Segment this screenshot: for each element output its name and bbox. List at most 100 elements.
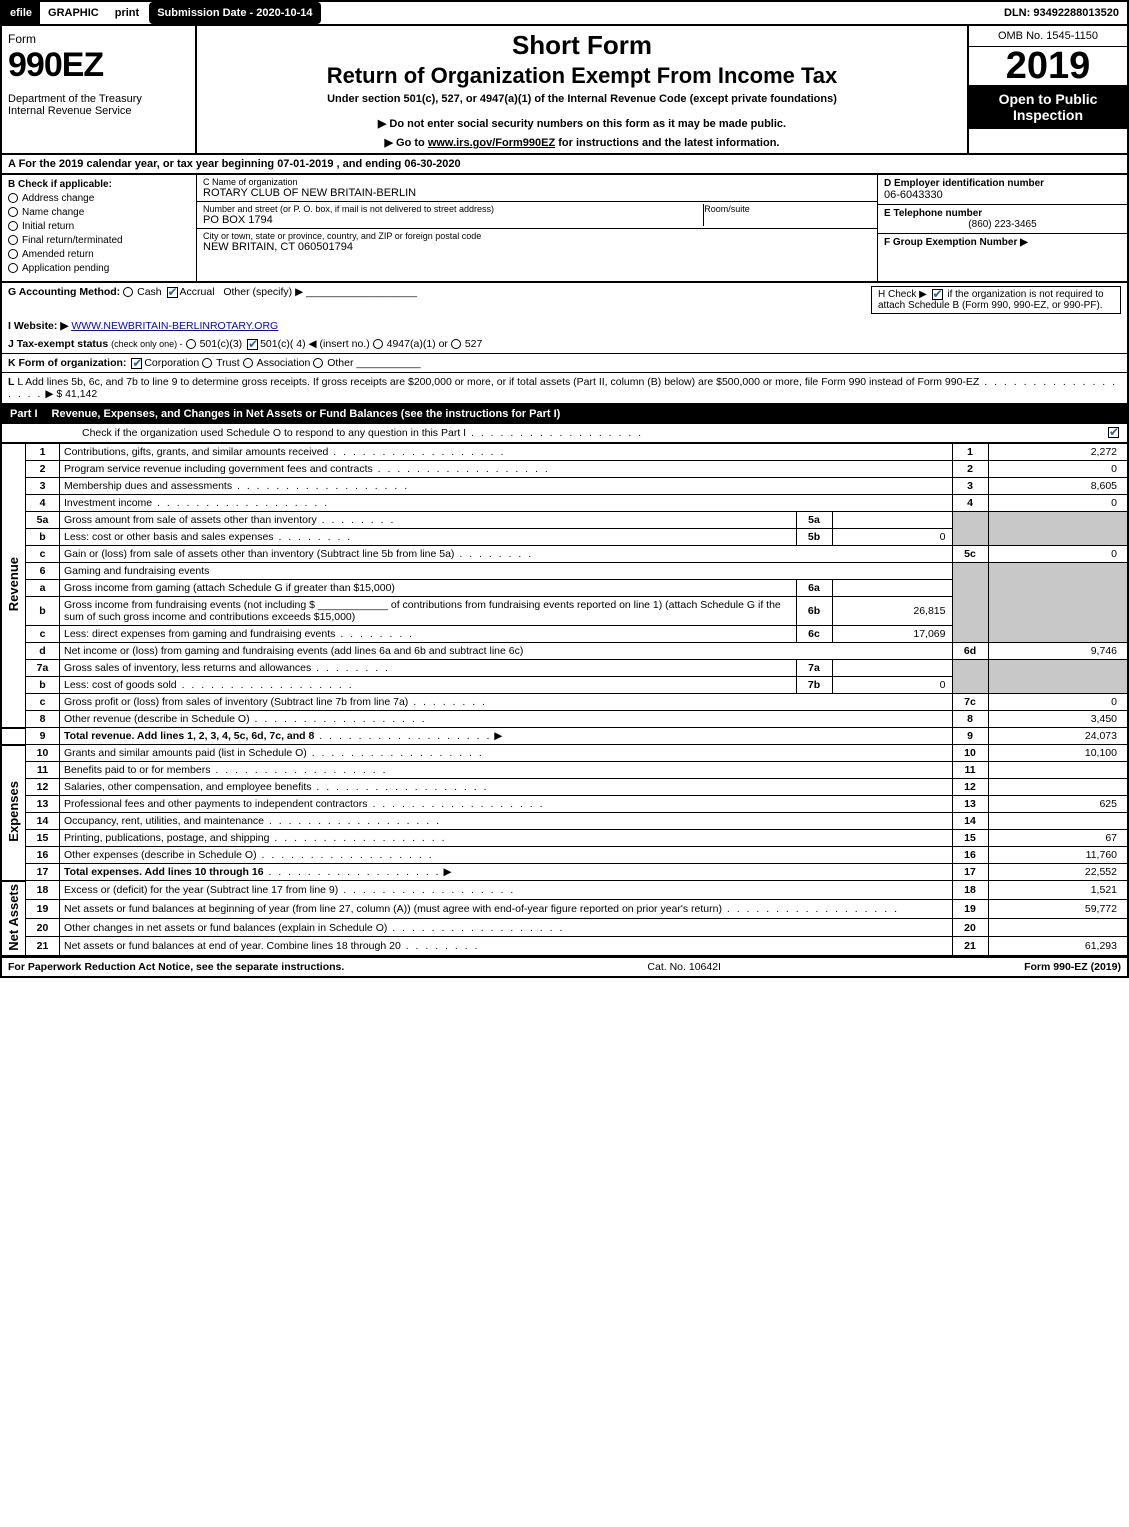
paperwork-notice: For Paperwork Reduction Act Notice, see …: [8, 961, 344, 973]
header-right: OMB No. 1545-1150 2019 Open to Public In…: [967, 26, 1127, 153]
revenue-label: Revenue: [1, 444, 26, 728]
line-8-rn: 8: [952, 711, 988, 728]
line-21-rn: 21: [952, 937, 988, 956]
line-5a-desc: Gross amount from sale of assets other t…: [60, 512, 797, 529]
section-h: H Check ▶ if the organization is not req…: [871, 286, 1121, 314]
k-other[interactable]: [313, 358, 323, 368]
line-10-val: 10,100: [988, 745, 1128, 762]
check-name-change[interactable]: Name change: [8, 207, 190, 218]
part-1-header: Part I Revenue, Expenses, and Changes in…: [0, 404, 1129, 424]
shade-5-val: [988, 512, 1128, 546]
check-address-change[interactable]: Address change: [8, 193, 190, 204]
line-7a-sv: [832, 660, 952, 677]
line-1-val: 2,272: [988, 444, 1128, 461]
k-association[interactable]: [243, 358, 253, 368]
line-13-num: 13: [26, 796, 60, 813]
line-6-desc: Gaming and fundraising events: [60, 563, 953, 580]
line-4-rn: 4: [952, 495, 988, 512]
schedule-o-checkbox[interactable]: [1108, 427, 1119, 438]
cash-option[interactable]: [123, 287, 133, 297]
line-10-rn: 10: [952, 745, 988, 762]
line-20-rn: 20: [952, 918, 988, 937]
line-2-desc: Program service revenue including govern…: [60, 461, 953, 478]
line-13-rn: 13: [952, 796, 988, 813]
line-4-val: 0: [988, 495, 1128, 512]
form-word: Form: [8, 32, 189, 46]
section-g: G Accounting Method: Cash Accrual Other …: [8, 286, 417, 314]
check-final-return[interactable]: Final return/terminated: [8, 235, 190, 246]
phone-label: E Telephone number: [884, 208, 982, 219]
page-footer: For Paperwork Reduction Act Notice, see …: [0, 957, 1129, 978]
check-initial-return[interactable]: Initial return: [8, 221, 190, 232]
line-1-rn: 1: [952, 444, 988, 461]
check-application-pending[interactable]: Application pending: [8, 263, 190, 274]
omb-number: OMB No. 1545-1150: [969, 26, 1127, 47]
open-public-badge: Open to Public Inspection: [969, 85, 1127, 129]
line-16-desc: Other expenses (describe in Schedule O): [60, 847, 953, 864]
print-link[interactable]: print: [107, 7, 147, 19]
k-trust[interactable]: [202, 358, 212, 368]
line-4-desc: Investment income: [60, 495, 953, 512]
section-i: I Website: ▶ WWW.NEWBRITAIN-BERLINROTARY…: [0, 317, 1129, 335]
line-2-num: 2: [26, 461, 60, 478]
submission-date: Submission Date - 2020-10-14: [149, 2, 320, 24]
line-12-val: [988, 779, 1128, 796]
tax-year: 2019: [969, 47, 1127, 85]
phone-value: (860) 223-3465: [884, 219, 1121, 230]
row-g-h: G Accounting Method: Cash Accrual Other …: [0, 281, 1129, 317]
group-exemption-row: F Group Exemption Number ▶: [878, 234, 1127, 251]
line-14-num: 14: [26, 813, 60, 830]
line-3-num: 3: [26, 478, 60, 495]
line-21-desc: Net assets or fund balances at end of ye…: [60, 937, 953, 956]
line-21-val: 61,293: [988, 937, 1128, 956]
j-4947[interactable]: [373, 339, 383, 349]
short-form-title: Short Form: [207, 30, 957, 61]
line-5c-val: 0: [988, 546, 1128, 563]
line-5c-rn: 5c: [952, 546, 988, 563]
gross-receipts-amount: ▶ $ 41,142: [45, 388, 97, 400]
line-11-val: [988, 762, 1128, 779]
shade-7: [952, 660, 988, 694]
under-section: Under section 501(c), 527, or 4947(a)(1)…: [207, 93, 957, 105]
shade-5: [952, 512, 988, 546]
line-9-desc: Total revenue. Add lines 1, 2, 3, 4, 5c,…: [60, 728, 953, 745]
ssn-warning: ▶ Do not enter social security numbers o…: [207, 117, 957, 130]
line-13-desc: Professional fees and other payments to …: [60, 796, 953, 813]
line-2-val: 0: [988, 461, 1128, 478]
irs-link[interactable]: www.irs.gov/Form990EZ: [428, 137, 555, 149]
line-6-num: 6: [26, 563, 60, 580]
j-501c3[interactable]: [186, 339, 196, 349]
city-row: City or town, state or province, country…: [197, 229, 877, 255]
check-amended-return[interactable]: Amended return: [8, 249, 190, 260]
street-label: Number and street (or P. O. box, if mail…: [203, 204, 703, 214]
line-9-val: 24,073: [988, 728, 1128, 745]
dln-number: DLN: 93492288013520: [996, 7, 1127, 19]
k-corporation[interactable]: [131, 358, 142, 369]
line-1-num: 1: [26, 444, 60, 461]
catalog-number: Cat. No. 10642I: [647, 961, 721, 973]
j-501c-checkbox[interactable]: [247, 339, 258, 350]
line-17-num: 17: [26, 864, 60, 881]
schedule-b-checkbox[interactable]: [932, 289, 943, 300]
line-14-rn: 14: [952, 813, 988, 830]
accrual-checkbox[interactable]: [167, 287, 178, 298]
goto-pre: ▶ Go to: [385, 137, 428, 149]
line-11-desc: Benefits paid to or for members: [60, 762, 953, 779]
line-5b-sn: 5b: [796, 529, 832, 546]
form-number: 990EZ: [8, 46, 189, 85]
city-label: City or town, state or province, country…: [203, 231, 871, 241]
line-7b-desc: Less: cost of goods sold: [60, 677, 797, 694]
line-16-val: 11,760: [988, 847, 1128, 864]
line-7b-sn: 7b: [796, 677, 832, 694]
revenue-spacer: [1, 728, 26, 745]
website-link[interactable]: WWW.NEWBRITAIN-BERLINROTARY.ORG: [71, 320, 278, 332]
part-1-table: Revenue 1 Contributions, gifts, grants, …: [0, 443, 1129, 957]
top-bar: efile GRAPHIC print Submission Date - 20…: [0, 0, 1129, 26]
line-16-rn: 16: [952, 847, 988, 864]
line-19-desc: Net assets or fund balances at beginning…: [60, 899, 953, 918]
line-9-rn: 9: [952, 728, 988, 745]
line-15-desc: Printing, publications, postage, and shi…: [60, 830, 953, 847]
line-8-val: 3,450: [988, 711, 1128, 728]
line-18-num: 18: [26, 881, 60, 900]
j-527[interactable]: [451, 339, 461, 349]
